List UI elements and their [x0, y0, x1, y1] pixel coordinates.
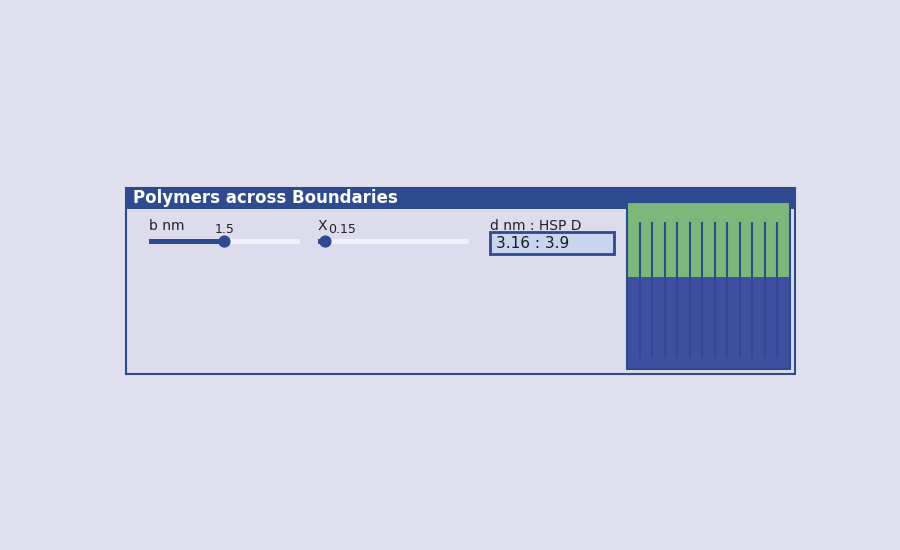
Bar: [627, 201, 790, 277]
Text: 0.15: 0.15: [328, 223, 356, 236]
Bar: [148, 239, 300, 244]
Bar: [627, 201, 790, 368]
Bar: [126, 188, 796, 209]
Bar: [490, 232, 614, 254]
Bar: [126, 188, 796, 374]
Circle shape: [219, 236, 230, 247]
Bar: [318, 239, 469, 244]
Text: 3.16 : 3.9: 3.16 : 3.9: [496, 235, 570, 251]
Bar: [318, 239, 326, 244]
Bar: [627, 277, 790, 368]
Text: X: X: [318, 219, 328, 233]
Text: 1.5: 1.5: [214, 223, 234, 236]
Bar: [148, 239, 224, 244]
Circle shape: [320, 236, 331, 247]
Text: Polymers across Boundaries: Polymers across Boundaries: [133, 189, 398, 207]
Text: d nm : HSP D: d nm : HSP D: [490, 219, 581, 233]
Text: b nm: b nm: [148, 219, 184, 233]
